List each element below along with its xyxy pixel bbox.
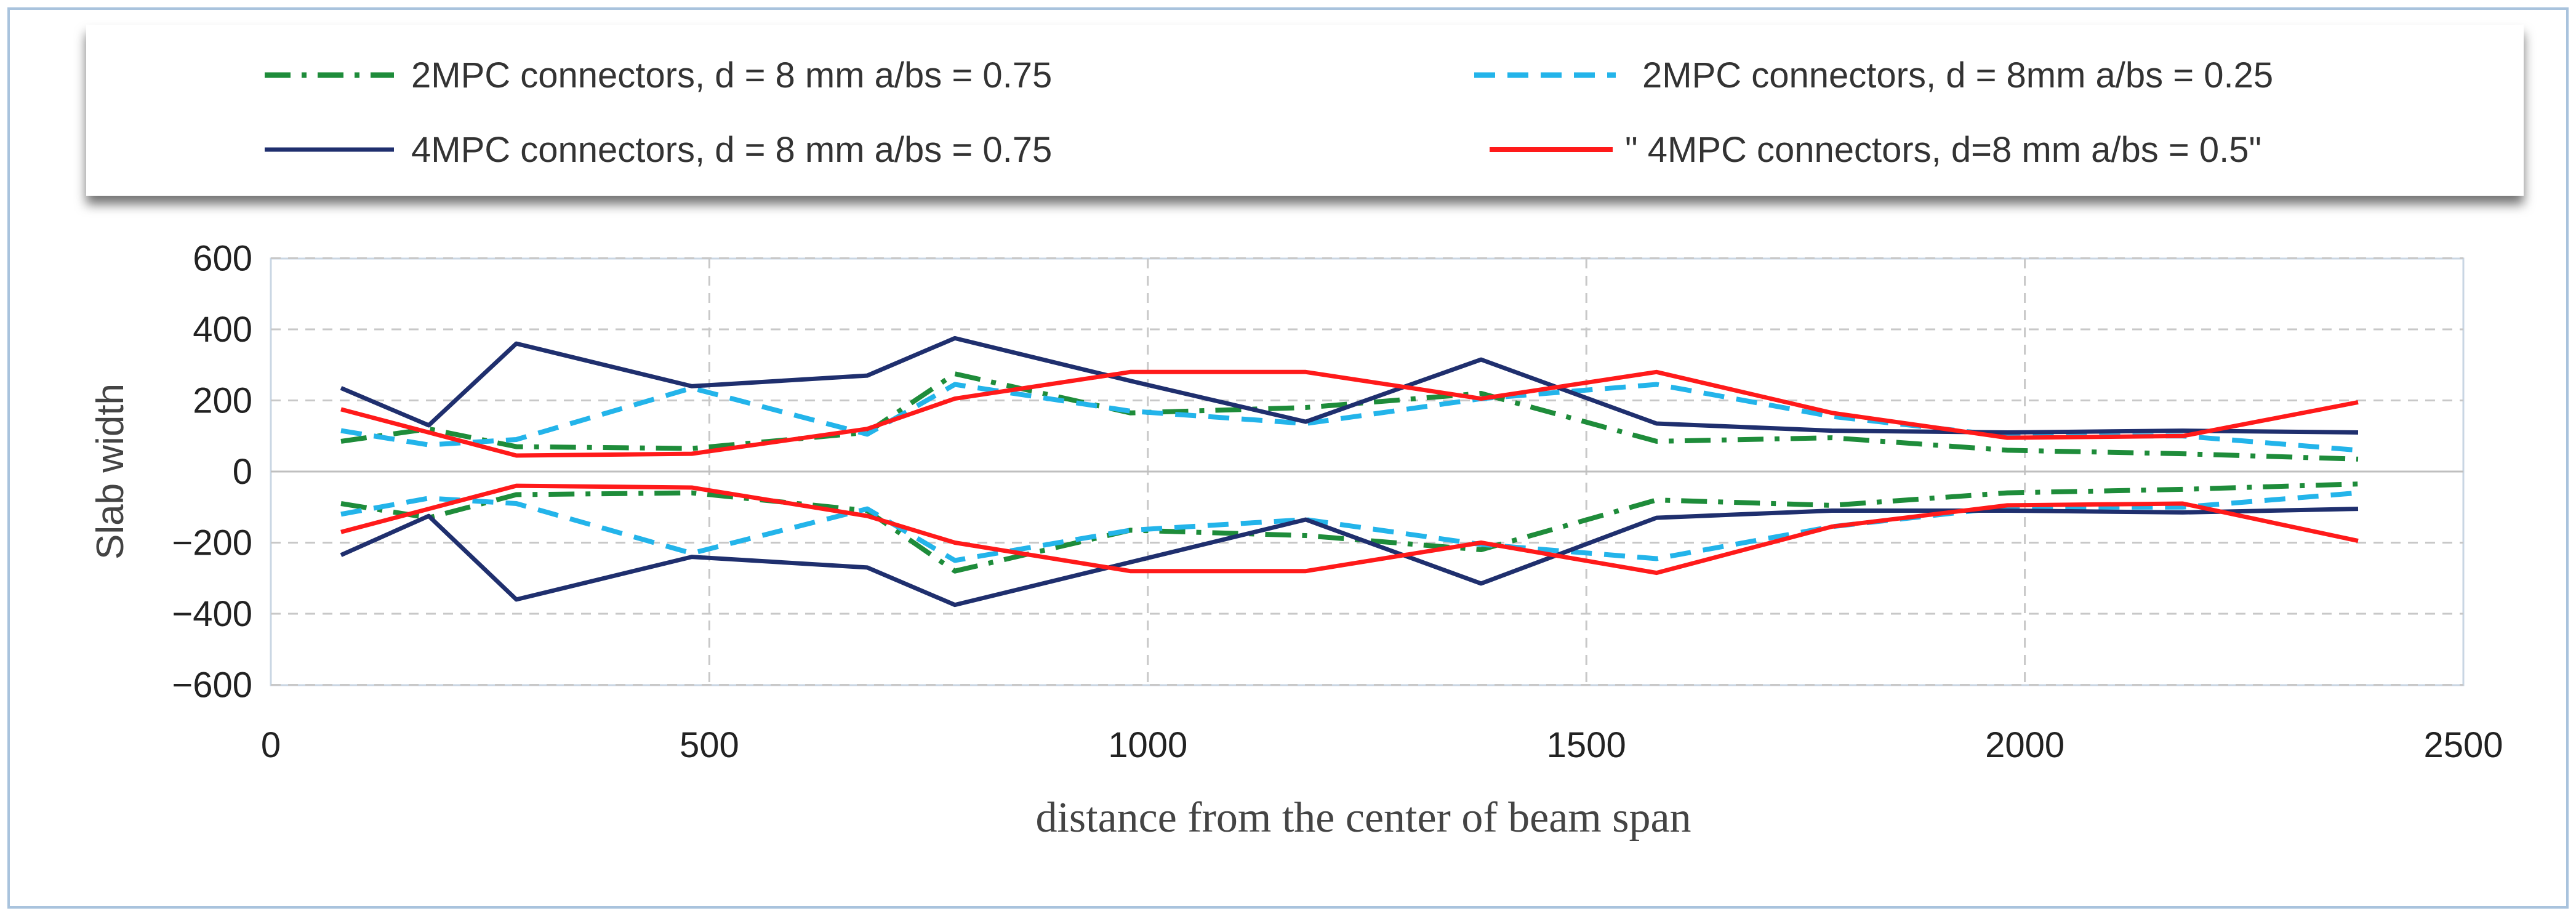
y-tick-label-200: 200 bbox=[193, 381, 252, 421]
legend-item-series-3: 4MPC connectors, d = 8 mm a/bs = 0.75 bbox=[265, 130, 1052, 170]
y-tick-label-400: 400 bbox=[193, 310, 252, 350]
legend-item-series-4: " 4MPC connectors, d=8 mm a/bs = 0.5" bbox=[1490, 130, 2261, 170]
legend-label-series-1: 2MPC connectors, d = 8 mm a/bs = 0.75 bbox=[411, 55, 1052, 95]
x-axis-ticks: 0 500 1000 1500 2000 2500 bbox=[261, 725, 2503, 765]
y-tick-label--600: −600 bbox=[172, 665, 252, 705]
x-tick-label-500: 500 bbox=[680, 725, 739, 765]
x-tick-label-1500: 1500 bbox=[1547, 725, 1626, 765]
series-1-lower-line bbox=[340, 481, 2359, 574]
plot-area: 0 500 1000 1500 2000 2500 6004002000−200−400−… bbox=[172, 239, 2503, 766]
legend-item-series-2: 2MPC connectors, d = 8mm a/bs = 0.25 bbox=[1474, 55, 2273, 95]
x-tick-label-0: 0 bbox=[261, 725, 281, 765]
y-tick-label--200: −200 bbox=[172, 523, 252, 563]
y-axis-title: Slab width bbox=[89, 384, 132, 560]
y-tick-label-0: 0 bbox=[233, 452, 252, 492]
legend-box bbox=[86, 25, 2524, 196]
gridlines bbox=[271, 257, 2463, 686]
series-lines bbox=[340, 335, 2359, 608]
y-tick-label--400: −400 bbox=[172, 594, 252, 634]
legend-label-series-3: 4MPC connectors, d = 8 mm a/bs = 0.75 bbox=[411, 130, 1052, 170]
x-axis-title: distance from the center of beam span bbox=[1035, 794, 1691, 842]
legend-item-series-1: 2MPC connectors, d = 8 mm a/bs = 0.75 bbox=[265, 55, 1052, 95]
series-1-upper-line bbox=[340, 371, 2359, 462]
series-4-lower-line bbox=[340, 483, 2359, 576]
x-tick-label-2500: 2500 bbox=[2423, 725, 2503, 765]
legend-label-series-2: 2MPC connectors, d = 8mm a/bs = 0.25 bbox=[1642, 55, 2273, 95]
legend: 2MPC connectors, d = 8 mm a/bs = 0.75 2M… bbox=[86, 25, 2524, 196]
x-tick-label-2000: 2000 bbox=[1985, 725, 2064, 765]
x-tick-label-1000: 1000 bbox=[1108, 725, 1187, 765]
series-4-upper-line bbox=[340, 369, 2359, 458]
y-tick-label-600: 600 bbox=[193, 239, 252, 279]
legend-label-series-4: " 4MPC connectors, d=8 mm a/bs = 0.5" bbox=[1625, 130, 2261, 170]
y-axis-ticks: 600 400 200 0 −200 −400 −600 bbox=[172, 239, 252, 705]
